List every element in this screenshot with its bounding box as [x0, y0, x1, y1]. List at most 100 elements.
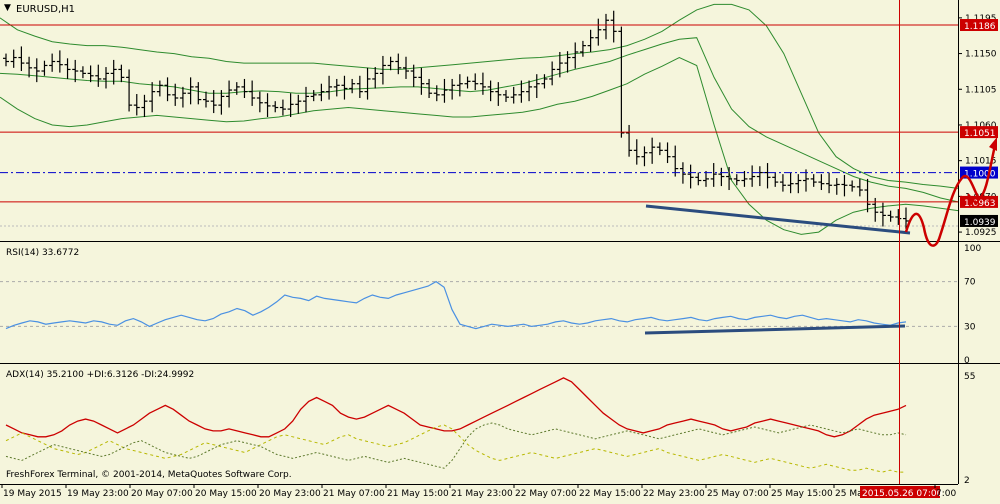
time-tick-label: 21 May 23:00: [451, 489, 513, 499]
ohlc-bar: [603, 13, 609, 40]
ohlc-bar: [218, 90, 225, 115]
ohlc-bar: [456, 74, 463, 97]
ohlc-bar: [856, 178, 863, 197]
candles: [3, 10, 909, 229]
adx-line: [5, 377, 907, 438]
ohlc-bar: [49, 53, 56, 72]
rsi-panel: 100 70 30 0: [0, 244, 981, 366]
ohlc-bar: [749, 165, 756, 187]
ohlc-bar: [772, 172, 779, 187]
rsi-label: RSI(14) 33.6772: [6, 248, 79, 258]
level-price-label: 1.0963: [964, 199, 996, 209]
ohlc-bar: [279, 99, 286, 116]
ohlc-bar: [372, 67, 379, 89]
ohlc-bar: [133, 94, 140, 116]
symbol-label: EURUSD,H1: [16, 4, 75, 15]
ohlc-bar: [403, 56, 409, 79]
forecast-arrowhead: [989, 137, 997, 151]
rsi-tick-label: 100: [964, 244, 981, 254]
ohlc-bar: [349, 78, 356, 94]
ohlc-bar: [664, 142, 671, 164]
ohlc-bar: [110, 59, 117, 85]
ohlc-bar: [510, 86, 517, 104]
time-tick-label: 22 May 07:00: [515, 489, 577, 499]
ohlc-bar: [741, 170, 748, 187]
ohlc-bar: [733, 174, 740, 186]
ohlc-bar: [495, 82, 502, 106]
price-tick-label: 1.1060: [965, 121, 997, 131]
price-tick-label: 1.0925: [965, 228, 997, 238]
ohlc-bar: [379, 55, 386, 85]
ohlc-bar: [756, 166, 763, 187]
ohlc-bar: [556, 51, 563, 78]
time-tick-label: 20 May 23:00: [259, 489, 321, 499]
ohlc-bar: [441, 78, 448, 103]
ohlc-bar: [626, 124, 633, 157]
ohlc-bar: [687, 164, 694, 189]
time-tick-label: 25 May 07:00: [707, 489, 769, 499]
rsi-tick-label: 0: [964, 356, 970, 366]
ohlc-bar: [72, 59, 79, 83]
ohlc-bar: [464, 76, 471, 89]
adx-panel: 55 2: [5, 372, 975, 486]
ohlc-bar: [472, 73, 479, 91]
ohlc-bar: [56, 50, 63, 73]
ohlc-bar: [541, 74, 548, 89]
rsi-trendline[interactable]: [644, 324, 906, 335]
ohlc-bar: [864, 178, 871, 213]
ohlc-bar: [179, 86, 186, 108]
ohlc-bar: [3, 53, 9, 67]
ohlc-bar: [303, 86, 309, 113]
ohlc-bar: [587, 29, 594, 52]
time-axis: 19 May 2015 19 May 23:00 20 May 07:00 20 Ma…: [1, 484, 956, 499]
adx-tick-label: 2: [964, 476, 970, 486]
price-tick-label: 1.1150: [965, 50, 997, 60]
ohlc-bar: [818, 174, 825, 191]
ohlc-bar: [641, 146, 648, 167]
ohlc-bar: [633, 139, 640, 165]
ohlc-bar: [64, 58, 71, 79]
support-trendline[interactable]: [645, 204, 911, 235]
time-tick-label: 21 May 07:00: [323, 489, 385, 499]
level-price-box: [960, 214, 998, 227]
ohlc-bar: [433, 85, 440, 102]
ohlc-bar: [287, 93, 294, 118]
ohlc-bar: [326, 75, 333, 100]
bollinger-bands: [0, 3, 959, 235]
ohlc-bar: [833, 178, 840, 195]
rsi-line: [5, 280, 907, 330]
ohlc-bar: [295, 94, 302, 114]
time-tick-label: 20 May 15:00: [195, 489, 257, 499]
level-price-label: 1.1051: [964, 129, 996, 139]
ohlc-bar: [503, 90, 509, 102]
ohlc-bar: [241, 78, 248, 98]
ohlc-bar: [256, 91, 263, 113]
ohlc-bar: [210, 90, 217, 114]
time-tick-label: 20 May 07:00: [131, 489, 193, 499]
ohlc-bar: [149, 82, 156, 113]
ohlc-bar: [341, 75, 348, 100]
ohlc-bar: [310, 90, 317, 102]
ohlc-bar: [87, 65, 94, 83]
ohlc-bar: [887, 210, 894, 222]
ohlc-bar: [264, 93, 271, 118]
ohlc-bar: [10, 49, 17, 68]
ohlc-bar: [356, 75, 363, 98]
adx-tick-label: 55: [964, 372, 975, 382]
ohlc-bar: [164, 77, 171, 102]
ohlc-bar: [33, 58, 40, 83]
ohlc-bar: [849, 180, 856, 192]
ohlc-bar: [526, 80, 533, 102]
symbol-menu-icon[interactable]: ▼: [4, 3, 11, 13]
ohlc-bar: [395, 53, 402, 75]
level-price-box: [960, 126, 998, 139]
rsi-tick-label: 70: [964, 278, 976, 288]
horizontal-levels[interactable]: 1.1186 1.1051 1.1000 1.0963 1.0939: [0, 19, 998, 228]
ohlc-bar: [703, 170, 709, 187]
level-price-label: 1.1000: [964, 170, 996, 180]
ohlc-bar: [903, 207, 909, 229]
ohlc-bar: [826, 172, 833, 194]
ohlc-bar: [18, 46, 25, 72]
level-price-label: 1.0939: [964, 218, 996, 228]
